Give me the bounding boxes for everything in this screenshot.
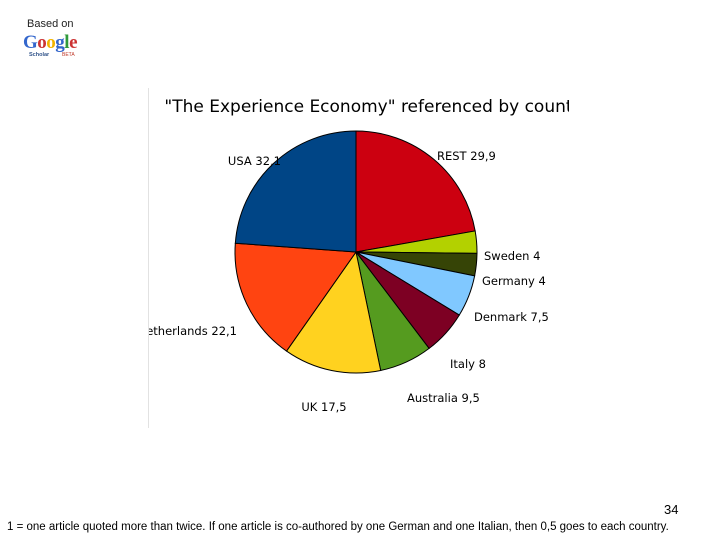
google-wordmark: Google: [23, 33, 77, 52]
beta-label: BETA: [62, 52, 75, 58]
footnote: 1 = one article quoted more than twice. …: [7, 521, 669, 533]
slice-name: Italy: [450, 357, 475, 371]
slice-label-uk: UK 17,5: [301, 400, 346, 414]
google-scholar-logo: Based on Google Scholar BETA: [20, 18, 90, 64]
slice-value: 29,9: [467, 149, 496, 163]
slice-name: Netherlands: [149, 324, 208, 338]
pie-slice-rest: [355, 130, 476, 253]
slice-value: 32,1: [252, 154, 281, 168]
slice-name: Denmark: [474, 310, 527, 324]
slice-label-rest: REST 29,9: [437, 149, 496, 163]
based-on-label: Based on: [27, 18, 74, 30]
slice-name: UK: [301, 400, 317, 414]
slice-label-netherlands: Netherlands 22,1: [149, 324, 237, 338]
google-letter: o: [37, 32, 47, 53]
slice-value: 8: [475, 357, 486, 371]
chart-area: "The Experience Economy" referenced by c…: [148, 88, 569, 428]
slice-value: 4: [535, 274, 546, 288]
google-letter: o: [46, 32, 56, 53]
slice-label-italy: Italy 8: [450, 357, 486, 371]
slice-label-australia: Australia 9,5: [407, 391, 480, 405]
slice-name: Australia: [407, 391, 458, 405]
pie-slice-uk: [285, 250, 382, 374]
pie-slice-usa: [234, 130, 357, 253]
slice-value: 7,5: [527, 310, 549, 324]
google-letter: l: [64, 32, 70, 53]
chart-title: "The Experience Economy" referenced by c…: [164, 97, 569, 117]
scholar-label: Scholar: [29, 52, 50, 58]
slice-name: REST: [437, 149, 468, 163]
slice-value: 22,1: [208, 324, 237, 338]
pie-chart: "The Experience Economy" referenced by c…: [149, 97, 569, 414]
slice-value: 17,5: [317, 400, 346, 414]
slice-name: USA: [228, 154, 252, 168]
slice-label-sweden: Sweden 4: [484, 249, 540, 263]
slice-label-germany: Germany 4: [482, 274, 546, 288]
google-letter: g: [55, 32, 65, 53]
slice-label-usa: USA 32,1: [228, 154, 281, 168]
google-letter: G: [23, 32, 38, 53]
page-number: 34: [664, 502, 679, 517]
slice-label-denmark: Denmark 7,5: [474, 310, 549, 324]
pie-slice-netherlands: [234, 242, 357, 352]
google-letter: e: [69, 32, 77, 53]
slice-name: Germany: [482, 274, 535, 288]
slice-name: Sweden: [484, 249, 529, 263]
slice-value: 4: [529, 249, 540, 263]
slice-value: 9,5: [458, 391, 480, 405]
